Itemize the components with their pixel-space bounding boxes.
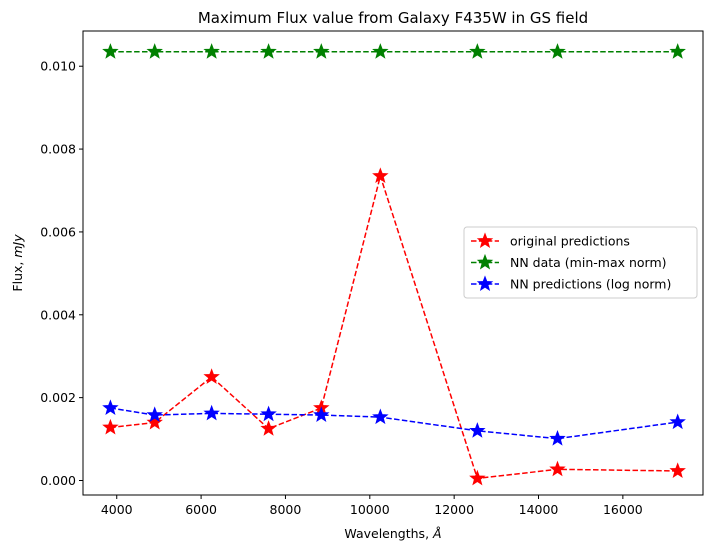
data-point [469, 469, 486, 486]
x-tick-label: 6000 [185, 502, 217, 517]
series-line [110, 173, 678, 480]
y-axis-label-text: Flux, [10, 258, 25, 292]
legend-entries: original predictions NN data (min-max nor… [471, 232, 671, 292]
series-line [110, 407, 678, 440]
data-point [669, 413, 686, 430]
data-point [372, 167, 389, 183]
x-tick-label: 8000 [270, 502, 302, 517]
data-point [146, 406, 163, 423]
data-point [102, 399, 119, 415]
data-point [372, 408, 389, 425]
data-point [549, 430, 566, 446]
data-point [372, 43, 389, 59]
legend-marker [476, 275, 494, 291]
x-axis-label-unit: Å [432, 526, 442, 541]
data-point [203, 368, 220, 384]
legend: original predictions NN data (min-max nor… [463, 226, 698, 299]
y-axis-ticks: 0.000 0.002 0.004 0.006 0.008 0.010 [40, 59, 83, 488]
y-tick-label: 0.002 [40, 390, 76, 405]
plot-frame [82, 30, 704, 496]
legend-marker [476, 253, 494, 270]
legend-marker [476, 232, 494, 248]
data-point [102, 418, 119, 435]
data-point [313, 406, 330, 423]
data-point [549, 43, 566, 59]
series-3 [102, 399, 686, 446]
data-point [260, 43, 277, 59]
x-tick-label: 12000 [434, 502, 474, 517]
x-axis-ticks: 4000 6000 8000 10000 12000 14000 16000 [101, 495, 643, 517]
x-axis-label: Wavelengths, Å [344, 526, 441, 541]
data-point [469, 43, 486, 59]
data-point [146, 413, 163, 430]
x-tick-label: 4000 [101, 502, 133, 517]
data-point [203, 43, 220, 59]
data-point [469, 422, 486, 438]
legend-label: original predictions [510, 234, 630, 249]
y-axis-label: Flux, mJy [10, 234, 25, 292]
legend-box [463, 226, 698, 299]
series-2 [102, 43, 686, 59]
data-point [203, 404, 220, 421]
y-tick-label: 0.000 [40, 473, 76, 488]
data-point [102, 43, 119, 59]
data-point [669, 462, 686, 478]
y-tick-label: 0.008 [40, 142, 76, 157]
x-tick-label: 10000 [350, 502, 390, 517]
x-tick-label: 16000 [603, 502, 643, 517]
chart-title: Maximum Flux value from Galaxy F435W in … [198, 9, 588, 27]
y-tick-label: 0.006 [40, 224, 76, 239]
legend-entry: original predictions [471, 232, 630, 249]
y-tick-label: 0.010 [40, 59, 76, 74]
legend-entry: NN predictions (log norm) [471, 275, 671, 292]
data-point [669, 43, 686, 59]
legend-label: NN data (min-max norm) [510, 255, 667, 270]
legend-label: NN predictions (log norm) [510, 277, 671, 292]
legend-entry: NN data (min-max norm) [471, 253, 667, 270]
data-point [260, 405, 277, 422]
y-axis-label-unit: mJy [10, 234, 25, 258]
series-layer [102, 43, 686, 486]
data-point [146, 43, 163, 59]
x-tick-label: 14000 [519, 502, 559, 517]
y-tick-label: 0.004 [40, 307, 76, 322]
data-point [313, 43, 330, 59]
x-axis-label-text: Wavelengths, [344, 526, 433, 541]
data-point [549, 460, 566, 477]
data-point [260, 420, 277, 436]
